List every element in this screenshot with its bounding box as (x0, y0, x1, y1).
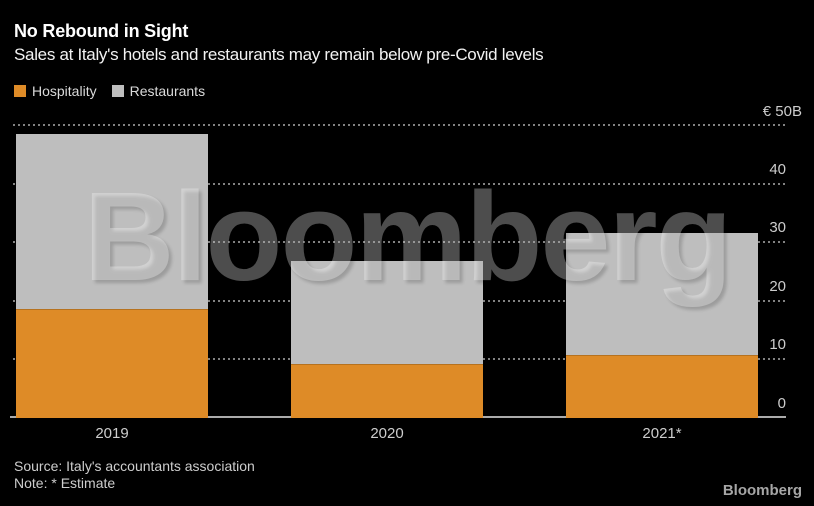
gridline-40 (13, 183, 786, 185)
bar-restaurants-2019 (16, 134, 208, 309)
bar-hospitality-2019 (16, 309, 208, 418)
bar-restaurants-2020 (291, 261, 483, 364)
y-axis-tick-20: 20 (769, 278, 786, 295)
source-text: Source: Italy's accountants association (14, 458, 255, 474)
legend-label-hospitality: Hospitality (32, 83, 97, 99)
x-axis-label-2021*: 2021* (642, 425, 682, 442)
legend-item-hospitality: Hospitality (14, 84, 97, 98)
y-axis-tick-0: 0 (777, 395, 786, 412)
bar-restaurants-2021* (566, 233, 758, 355)
y-axis-tick-30: 30 (769, 219, 786, 236)
y-axis-tick-40: 40 (769, 161, 786, 178)
chart-subtitle: Sales at Italy's hotels and restaurants … (14, 45, 544, 64)
legend-label-restaurants: Restaurants (129, 83, 206, 99)
hospitality-swatch-icon (14, 85, 26, 97)
bar-hospitality-2020 (291, 364, 483, 418)
gridline-30 (13, 241, 786, 243)
y-axis-unit-label: € 50B (762, 103, 802, 120)
legend: Hospitality Restaurants (14, 84, 205, 98)
chart-title: No Rebound in Sight (14, 21, 189, 41)
restaurants-swatch-icon (111, 85, 124, 97)
bar-hospitality-2021* (566, 355, 758, 418)
bloomberg-logo: Bloomberg (722, 482, 802, 499)
gridline-50 (13, 124, 786, 126)
x-axis-label-2020: 2020 (370, 425, 404, 442)
y-axis-tick-10: 10 (769, 336, 786, 353)
note-text: Note: * Estimate (14, 475, 116, 491)
x-axis-label-2019: 2019 (95, 425, 129, 442)
legend-item-restaurants: Restaurants (111, 83, 206, 99)
